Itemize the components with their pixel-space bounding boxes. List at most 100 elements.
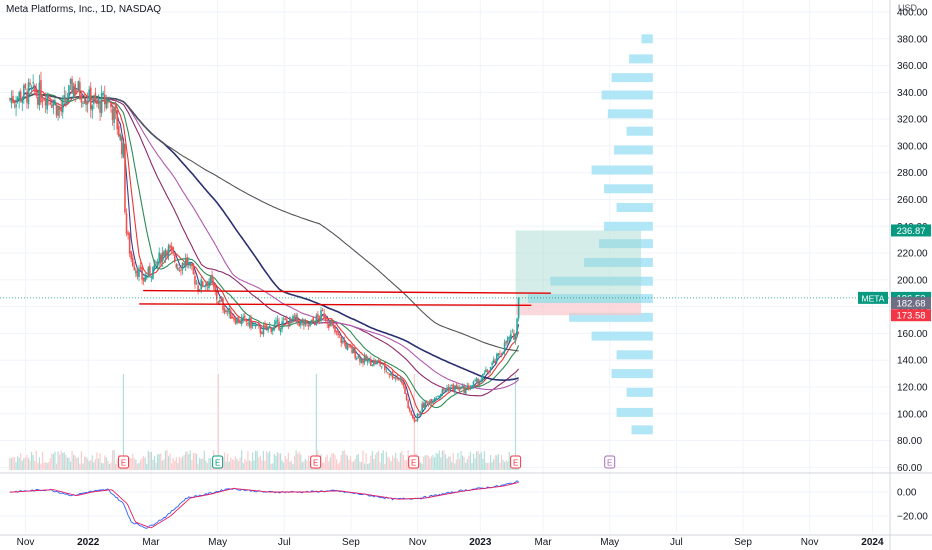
x-tick-label: Jul bbox=[670, 537, 683, 548]
candle-body bbox=[391, 372, 394, 379]
candle-body bbox=[396, 378, 399, 380]
candle-body bbox=[214, 284, 217, 292]
candle-body bbox=[376, 360, 378, 365]
earnings-marker-label: E bbox=[411, 459, 416, 468]
candle-body bbox=[281, 321, 283, 330]
candle-body bbox=[61, 99, 64, 113]
volume-bar bbox=[451, 461, 453, 470]
candle-body bbox=[187, 262, 190, 265]
candle-body bbox=[33, 86, 36, 92]
volume-bar bbox=[90, 460, 92, 470]
x-tick-label: 2024 bbox=[861, 537, 884, 548]
candle-body bbox=[331, 320, 333, 325]
candle-body bbox=[121, 136, 123, 155]
volume-bar bbox=[309, 461, 311, 470]
earnings-marker-label: E bbox=[513, 459, 518, 468]
volume-bar bbox=[441, 450, 443, 470]
volume-bar bbox=[244, 459, 246, 470]
candle-body bbox=[38, 82, 41, 106]
candle-body bbox=[167, 245, 170, 257]
y-tick-label: 320.00 bbox=[897, 115, 928, 126]
y-tick-label: 200.00 bbox=[897, 275, 928, 286]
volume-bar bbox=[175, 457, 177, 470]
candle-body bbox=[398, 378, 400, 380]
volume-bar bbox=[258, 457, 260, 470]
candle-body bbox=[231, 316, 234, 319]
volume-bar bbox=[342, 451, 344, 470]
candle-body bbox=[178, 270, 181, 271]
volume-bar bbox=[57, 451, 59, 470]
candle-body bbox=[191, 263, 193, 266]
volume-bar bbox=[458, 459, 461, 470]
support-line bbox=[139, 303, 532, 306]
candle-body bbox=[110, 101, 112, 108]
candle-body bbox=[74, 83, 76, 94]
volume-bar bbox=[83, 456, 86, 470]
candle-body bbox=[32, 82, 34, 84]
volume-bar bbox=[292, 463, 294, 470]
candle-body bbox=[418, 413, 420, 415]
x-tick-label: Nov bbox=[17, 537, 35, 548]
volume-bar bbox=[250, 461, 252, 470]
y-tick-label: 380.00 bbox=[897, 34, 928, 45]
candle-body bbox=[486, 370, 489, 372]
candle-body bbox=[273, 324, 276, 330]
volume-bar bbox=[217, 374, 219, 470]
candle-body bbox=[432, 400, 434, 404]
candle-body bbox=[270, 327, 273, 332]
volume-bar bbox=[199, 457, 201, 470]
candle-body bbox=[229, 310, 232, 319]
candle-body bbox=[382, 364, 385, 366]
candle-body bbox=[170, 246, 173, 250]
volume-bar bbox=[477, 450, 479, 470]
volume-bar bbox=[494, 455, 496, 470]
candle-body bbox=[320, 310, 322, 321]
candle-body bbox=[267, 326, 269, 331]
volume-bar bbox=[404, 460, 406, 470]
candle-body bbox=[292, 315, 294, 322]
volume-bar bbox=[353, 461, 355, 470]
volume-bar bbox=[507, 461, 509, 470]
volume-bar bbox=[110, 462, 112, 470]
volume-bar bbox=[45, 461, 47, 470]
moving-average-line bbox=[9, 93, 519, 391]
candle-body bbox=[237, 317, 240, 324]
x-tick-label: Mar bbox=[142, 537, 160, 548]
candle-body bbox=[447, 386, 450, 391]
volume-bar bbox=[354, 458, 356, 470]
volume-bar bbox=[63, 452, 65, 470]
candle-body bbox=[116, 110, 118, 130]
candle-body bbox=[93, 97, 95, 104]
volume-profile-bar bbox=[584, 257, 653, 267]
volume-bar bbox=[321, 462, 324, 470]
volume-profile-bar bbox=[604, 221, 653, 231]
volume-bar bbox=[287, 452, 289, 470]
candle-body bbox=[359, 357, 361, 362]
candle-body bbox=[271, 328, 274, 332]
volume-profile-bar bbox=[607, 109, 653, 119]
candle-body bbox=[136, 270, 139, 277]
volume-bar bbox=[326, 454, 328, 470]
candle-body bbox=[215, 291, 218, 300]
volume-bar bbox=[194, 452, 196, 470]
volume-bar bbox=[26, 454, 28, 470]
candle-body bbox=[408, 407, 411, 411]
candle-body bbox=[208, 281, 210, 288]
volume-bar bbox=[9, 457, 11, 470]
volume-bar bbox=[440, 457, 442, 470]
volume-bar bbox=[62, 452, 64, 470]
volume-bar bbox=[206, 463, 209, 470]
candle-body bbox=[128, 233, 131, 254]
volume-bar bbox=[328, 461, 330, 470]
candle-body bbox=[131, 257, 134, 267]
candle-body bbox=[88, 89, 90, 102]
volume-bar bbox=[157, 454, 159, 470]
earnings-marker bbox=[604, 455, 616, 469]
volume-bar bbox=[398, 461, 400, 470]
candle-body bbox=[483, 373, 486, 375]
volume-bar bbox=[93, 462, 95, 470]
candle-body bbox=[47, 97, 50, 99]
volume-bar bbox=[471, 462, 473, 470]
position-loss-zone bbox=[515, 303, 642, 316]
